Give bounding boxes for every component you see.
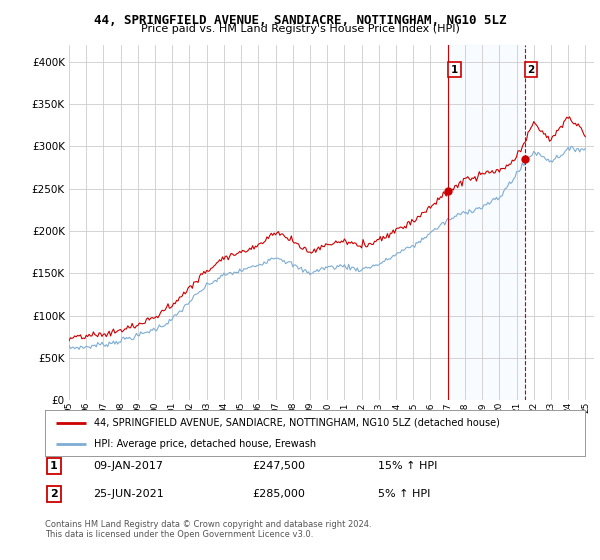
Text: 2: 2 (50, 489, 58, 499)
Text: 25-JUN-2021: 25-JUN-2021 (93, 489, 164, 499)
Bar (448, 45, 525, 400)
Text: £285,000: £285,000 (252, 489, 305, 499)
Text: Price paid vs. HM Land Registry's House Price Index (HPI): Price paid vs. HM Land Registry's House … (140, 24, 460, 34)
Text: HPI: Average price, detached house, Erewash: HPI: Average price, detached house, Erew… (94, 439, 316, 449)
Text: 44, SPRINGFIELD AVENUE, SANDIACRE, NOTTINGHAM, NG10 5LZ (detached house): 44, SPRINGFIELD AVENUE, SANDIACRE, NOTTI… (94, 418, 499, 428)
Text: 15% ↑ HPI: 15% ↑ HPI (378, 461, 437, 471)
Text: 5% ↑ HPI: 5% ↑ HPI (378, 489, 430, 499)
Text: £247,500: £247,500 (252, 461, 305, 471)
Text: This data is licensed under the Open Government Licence v3.0.: This data is licensed under the Open Gov… (45, 530, 313, 539)
Text: 09-JAN-2017: 09-JAN-2017 (93, 461, 163, 471)
Text: 1: 1 (50, 461, 58, 471)
Text: 44, SPRINGFIELD AVENUE, SANDIACRE, NOTTINGHAM, NG10 5LZ: 44, SPRINGFIELD AVENUE, SANDIACRE, NOTTI… (94, 14, 506, 27)
Text: 1: 1 (451, 65, 458, 74)
Text: 2: 2 (527, 65, 535, 74)
Text: Contains HM Land Registry data © Crown copyright and database right 2024.: Contains HM Land Registry data © Crown c… (45, 520, 371, 529)
